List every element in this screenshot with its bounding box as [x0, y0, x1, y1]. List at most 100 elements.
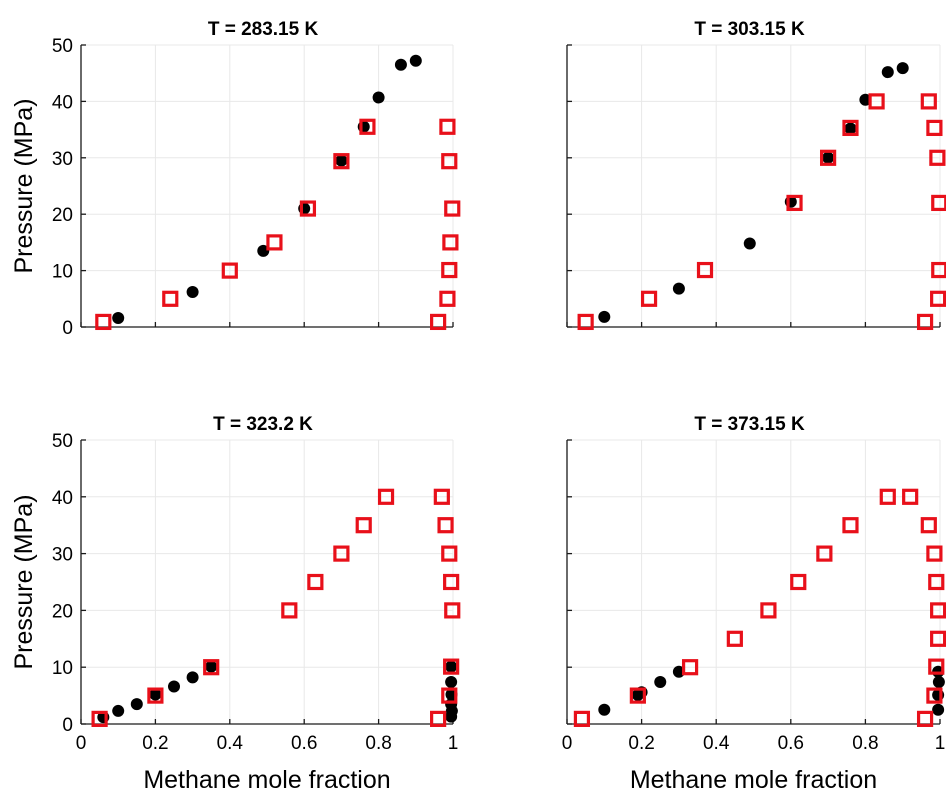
- y-tick-label: 10: [52, 658, 73, 679]
- data-point-open-square: [577, 313, 594, 331]
- data-point-open-square: [902, 488, 919, 505]
- data-point-filled-circle: [932, 703, 945, 716]
- y-tick-label: 30: [52, 149, 73, 170]
- data-point-open-square: [441, 261, 458, 279]
- panel-title: T = 283.15 K: [208, 19, 319, 40]
- x-tick-label: 0.2: [628, 733, 654, 754]
- data-point-open-square: [307, 573, 324, 591]
- data-point-open-square: [95, 313, 112, 331]
- data-point-open-square: [439, 118, 456, 135]
- data-point-open-square: [441, 687, 458, 704]
- x-tick-label: 0.6: [291, 733, 317, 754]
- data-point-filled-circle: [672, 282, 685, 295]
- x-tick-label: 1: [448, 733, 459, 754]
- data-point-filled-circle: [881, 66, 894, 79]
- data-point-open-square: [441, 153, 458, 170]
- x-tick-label: 0: [76, 733, 87, 754]
- data-point-filled-circle: [205, 660, 218, 673]
- data-point-filled-circle: [335, 154, 348, 167]
- chart-panel-4: 0 0.2 0.4 0.6 0.8 1 T = 373.15 K Methane mole f…: [562, 414, 946, 794]
- y-tick-label: 0: [62, 715, 73, 736]
- data-point-open-square: [573, 710, 591, 727]
- data-point-open-square: [355, 517, 372, 534]
- data-point-open-square: [930, 290, 946, 307]
- data-point-open-square: [443, 573, 460, 591]
- data-point-open-square: [444, 200, 461, 217]
- data-point-open-square: [203, 659, 220, 676]
- data-point-open-square: [437, 517, 454, 534]
- data-point-open-square: [221, 262, 238, 279]
- y-tick-label: 40: [52, 92, 73, 113]
- data-point-open-square: [433, 488, 450, 505]
- data-point-open-square: [929, 149, 946, 166]
- x-tick-label: 0.4: [703, 733, 730, 754]
- y-tick-label: 20: [52, 205, 73, 226]
- data-point-open-square: [928, 573, 945, 591]
- data-point-filled-circle: [445, 660, 458, 673]
- data-point-open-square: [931, 261, 946, 279]
- data-point-open-square: [819, 149, 837, 166]
- x-tick-label: 0.4: [217, 733, 244, 754]
- data-point-open-square: [681, 659, 699, 676]
- data-point-open-square: [629, 687, 646, 704]
- data-point-open-square: [430, 313, 447, 331]
- x-tick-label: 0.8: [852, 733, 878, 754]
- data-point-open-square: [91, 710, 108, 727]
- data-point-open-square: [442, 234, 459, 251]
- data-point-filled-circle: [896, 62, 909, 75]
- x-tick-label: 0: [562, 733, 573, 754]
- data-point-open-square: [147, 687, 164, 704]
- data-point-open-square: [640, 290, 658, 307]
- y-tick-label: 0: [62, 318, 73, 339]
- y-tick-label: 20: [52, 601, 73, 622]
- data-point-open-square: [333, 545, 350, 562]
- data-point-filled-circle: [743, 237, 756, 250]
- data-point-filled-circle: [409, 54, 422, 67]
- data-point-open-square: [916, 313, 934, 331]
- data-point-open-square: [359, 118, 376, 135]
- y-tick-label: 50: [52, 36, 73, 57]
- data-point-filled-circle: [844, 122, 857, 135]
- data-point-filled-circle: [631, 689, 644, 702]
- data-point-filled-circle: [186, 671, 199, 684]
- data-point-open-square: [920, 93, 937, 110]
- x-tick-label: 1: [935, 733, 946, 754]
- chart-panel-1: 0 10 20 30 40 50 T = 283.15 K Pressure (MPa): [10, 19, 461, 339]
- data-point-filled-circle: [186, 286, 199, 299]
- data-point-open-square: [443, 658, 460, 675]
- y-tick-label: 50: [52, 431, 73, 452]
- data-point-open-square: [926, 545, 943, 562]
- data-point-open-square: [299, 200, 317, 217]
- data-point-open-square: [726, 630, 743, 647]
- chart-panel-2: T = 303.15 K: [566, 19, 946, 331]
- data-point-open-square: [377, 488, 395, 505]
- data-point-filled-circle: [672, 665, 685, 678]
- data-point-open-square: [266, 234, 283, 251]
- data-point-open-square: [439, 290, 456, 307]
- data-point-filled-circle: [168, 680, 180, 693]
- data-point-open-square: [928, 658, 945, 675]
- x-tick-label: 0.6: [778, 733, 804, 754]
- data-point-open-square: [879, 488, 896, 505]
- data-point-filled-circle: [859, 93, 872, 106]
- data-point-open-square: [444, 602, 461, 619]
- panel-title: T = 303.15 K: [694, 19, 805, 40]
- data-point-open-square: [930, 630, 946, 647]
- data-point-open-square: [842, 119, 859, 137]
- data-point-filled-circle: [394, 58, 407, 71]
- data-point-filled-circle: [598, 310, 611, 323]
- data-point-filled-circle: [372, 91, 385, 104]
- data-point-open-square: [816, 545, 833, 562]
- data-point-filled-circle: [654, 675, 667, 688]
- y-tick-label: 30: [52, 545, 73, 566]
- data-point-open-square: [430, 710, 447, 727]
- data-point-open-square: [162, 290, 179, 307]
- data-point-open-square: [868, 93, 885, 110]
- data-point-open-square: [930, 602, 946, 619]
- x-axis-title: Methane mole fraction: [143, 766, 390, 794]
- data-point-filled-circle: [822, 151, 835, 164]
- data-point-open-square: [760, 602, 777, 619]
- data-point-open-square: [281, 602, 298, 619]
- y-tick-label: 40: [52, 488, 73, 509]
- data-point-open-square: [916, 710, 934, 727]
